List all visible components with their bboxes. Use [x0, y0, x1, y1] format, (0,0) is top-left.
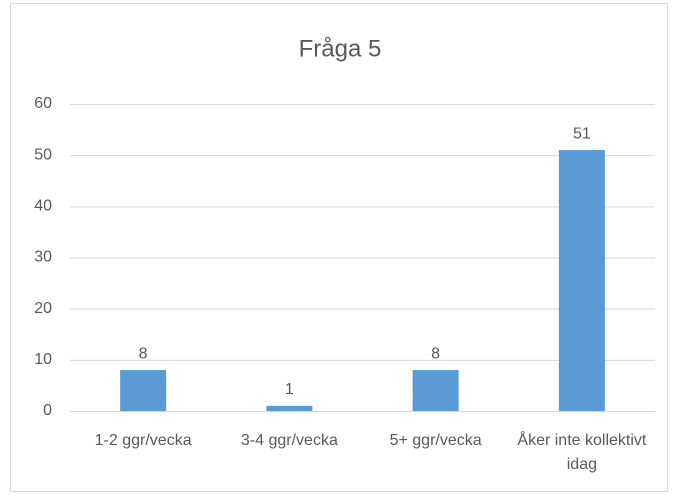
y-tick-label: 40 — [34, 198, 52, 215]
x-tick-label: 1-2 ggr/vecka — [95, 432, 192, 449]
bar — [266, 405, 313, 411]
chart-border — [10, 3, 668, 492]
data-label: 8 — [139, 345, 148, 362]
y-tick-label: 10 — [34, 351, 52, 368]
x-tick-label: 5+ ggr/vecka — [390, 432, 482, 449]
chart-title: Fråga 5 — [299, 35, 382, 62]
data-label: 8 — [431, 345, 440, 362]
bar — [412, 370, 459, 411]
x-tick-label: Åker inte kollektivt idag — [517, 430, 646, 473]
data-label: 51 — [573, 125, 591, 142]
y-tick-label: 30 — [34, 249, 52, 266]
y-tick-label: 50 — [34, 146, 52, 163]
y-tick-label: 20 — [34, 300, 52, 317]
y-tick-label: 60 — [34, 95, 52, 112]
data-label: 1 — [285, 381, 294, 398]
bar — [120, 370, 167, 411]
y-tick-label: 0 — [43, 402, 52, 419]
x-tick-label: 3-4 ggr/vecka — [241, 432, 338, 449]
bar — [558, 150, 605, 412]
